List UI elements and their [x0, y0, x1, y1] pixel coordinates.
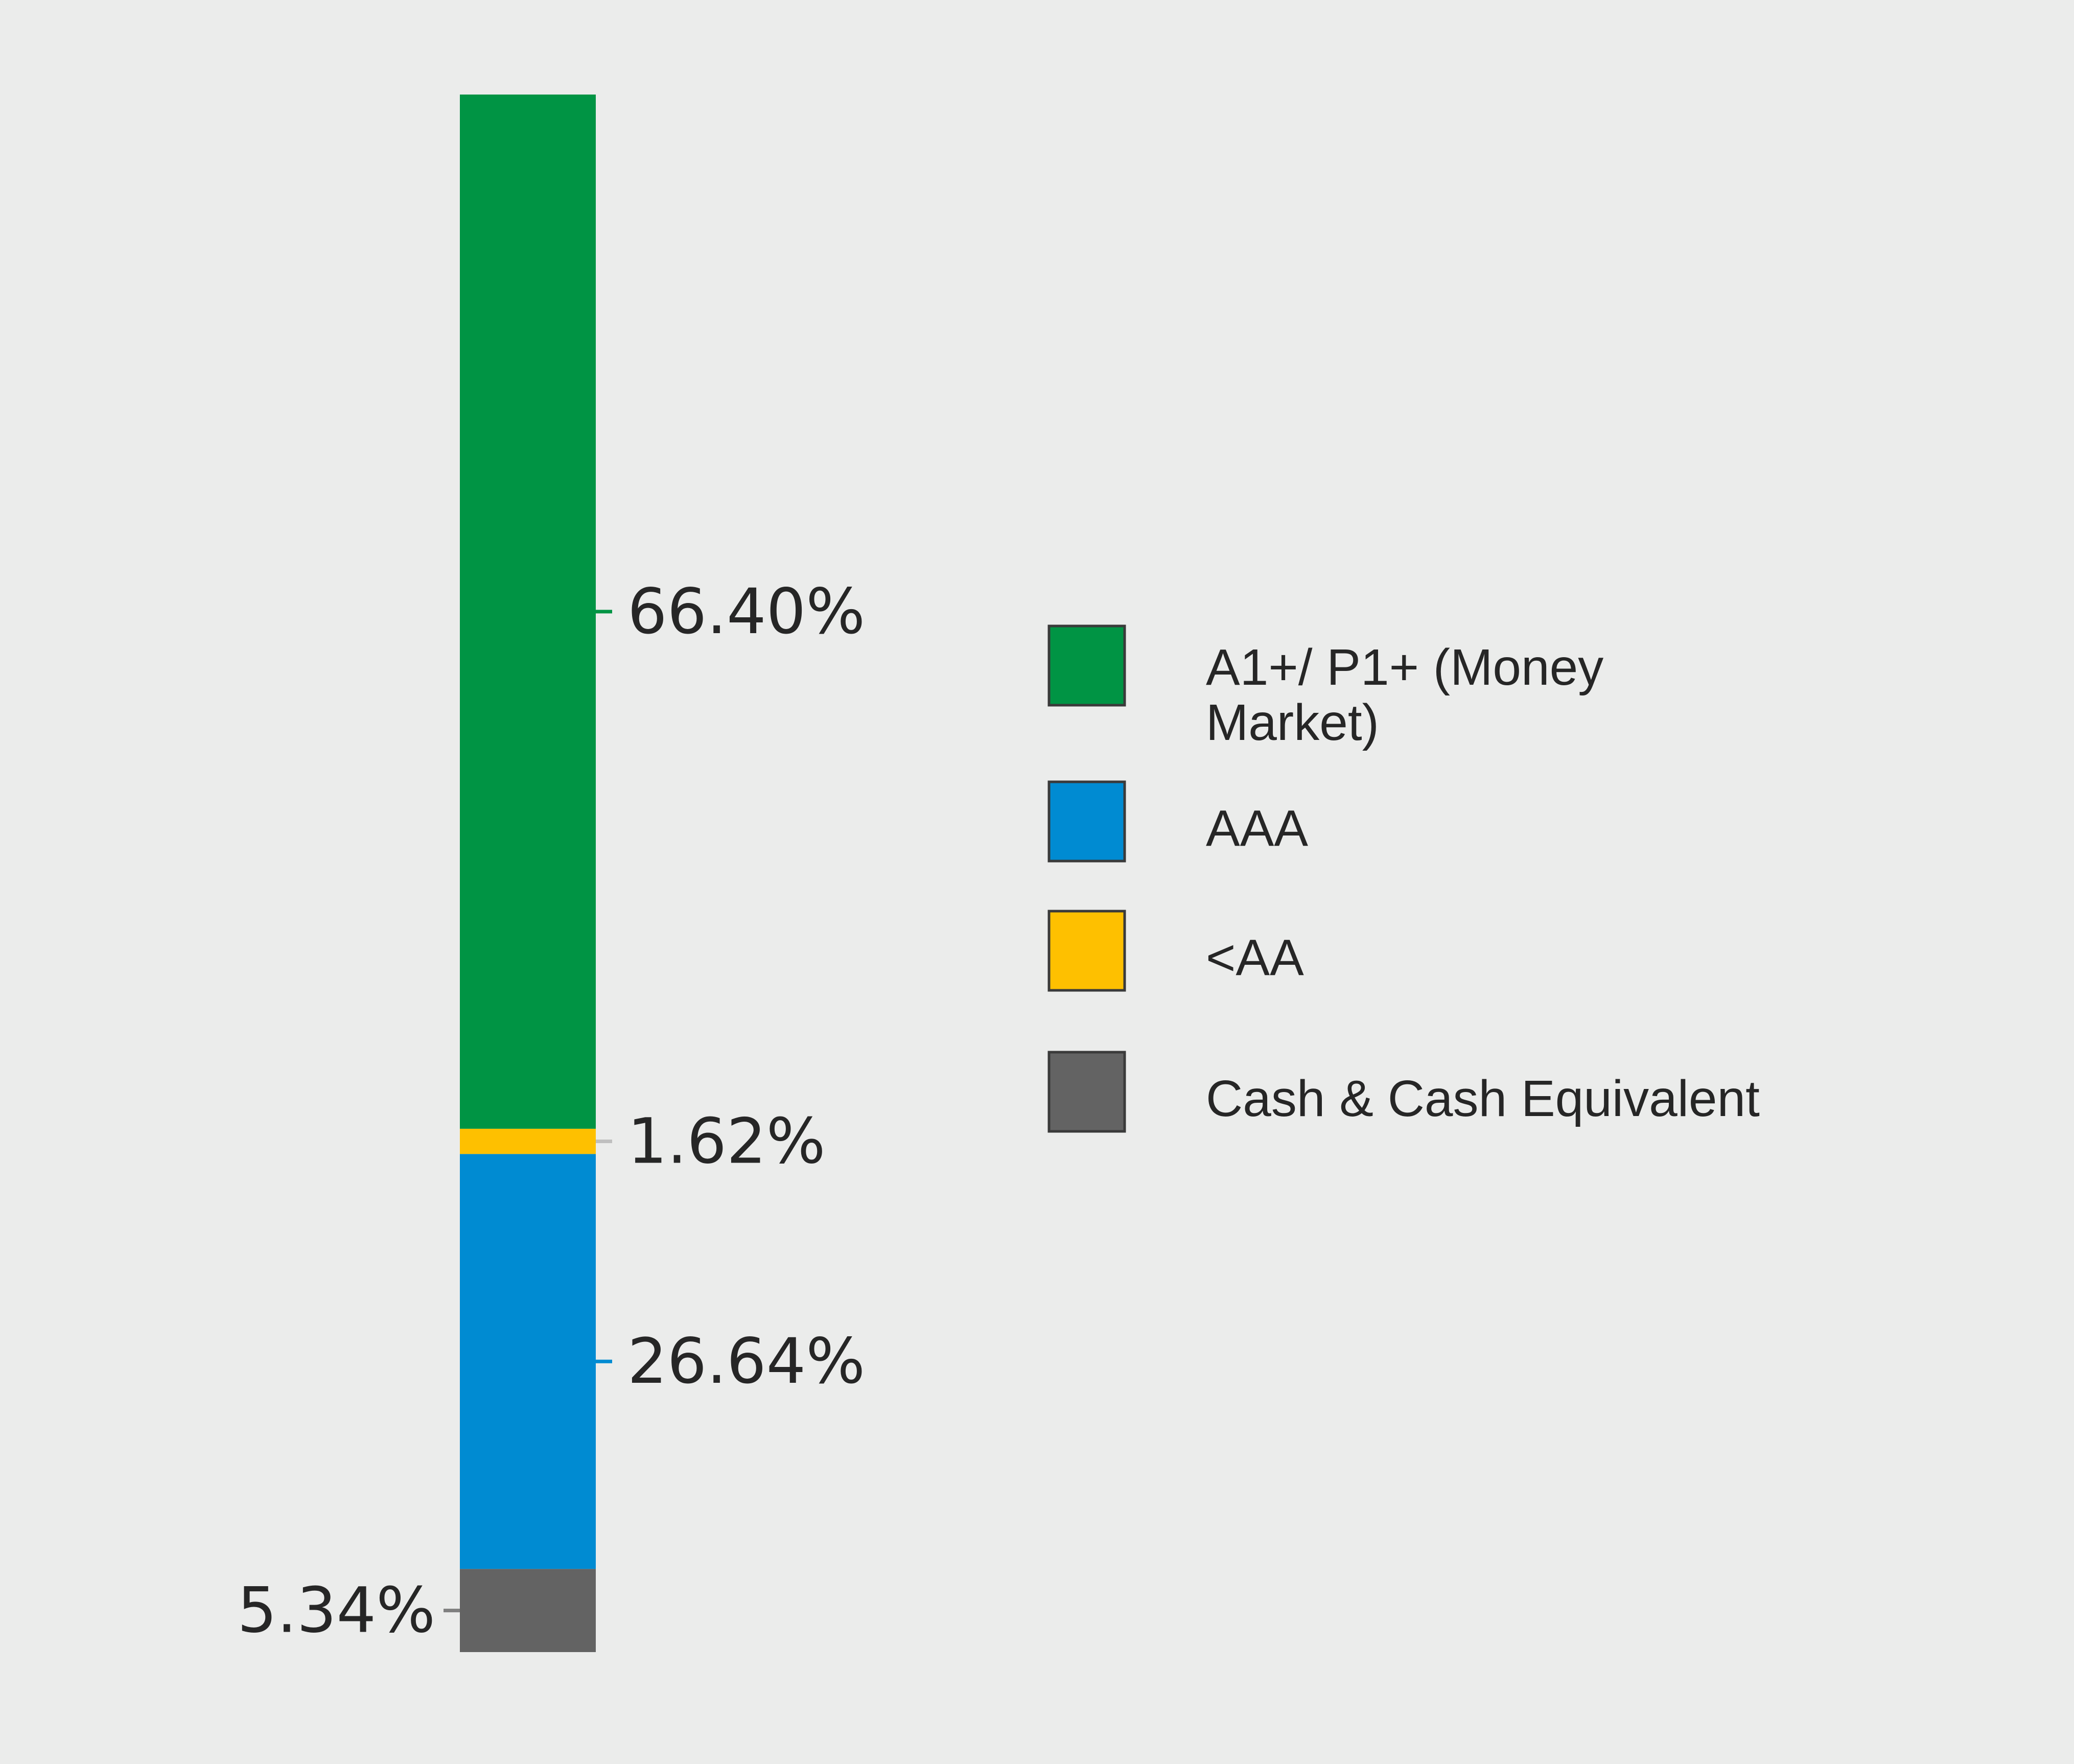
legend-label-aa: <AA: [1206, 929, 1304, 986]
data-labels: 5.34% 26.64% 1.62% 66.40%: [237, 575, 865, 1647]
legend-label-line: <AA: [1206, 929, 1304, 986]
legend-label-line: A1+/ P1+ (Money: [1206, 639, 1603, 696]
legend-label-aaa: AAA: [1206, 800, 1308, 857]
data-label-aa: 1.62%: [627, 1105, 826, 1178]
bar-segment-a1-p1-money-market: [460, 95, 596, 1129]
bar-segments: [460, 95, 596, 1652]
data-label-aaa: 26.64%: [627, 1325, 865, 1398]
legend-swatch-a1-p1-money-market: [1047, 624, 1126, 707]
data-label-cash-cash-equivalent: 5.34%: [237, 1574, 435, 1647]
legend-swatch-aa: [1047, 910, 1126, 992]
legend-label-line: AAA: [1206, 800, 1308, 857]
legend-label-a1-p1-money-market: A1+/ P1+ (Money Market): [1206, 639, 1603, 751]
bar-segment-aaa: [460, 1154, 596, 1569]
legend-label-cash-cash-equivalent: Cash & Cash Equivalent: [1206, 1070, 1760, 1127]
legend-swatch-cash-cash-equivalent: [1047, 1051, 1126, 1133]
legend-label-line: Cash & Cash Equivalent: [1206, 1070, 1760, 1127]
bar-segment-aa: [460, 1128, 596, 1154]
data-label-a1-p1-money-market: 66.40%: [627, 575, 865, 648]
legend: A1+/ P1+ (Money Market) AAA <AA Cash & Cash …: [1047, 624, 1760, 1133]
bar-segment-cash-cash-equivalent: [460, 1569, 596, 1652]
legend-swatch-aaa: [1047, 780, 1126, 863]
legend-label-line: Market): [1206, 694, 1379, 751]
